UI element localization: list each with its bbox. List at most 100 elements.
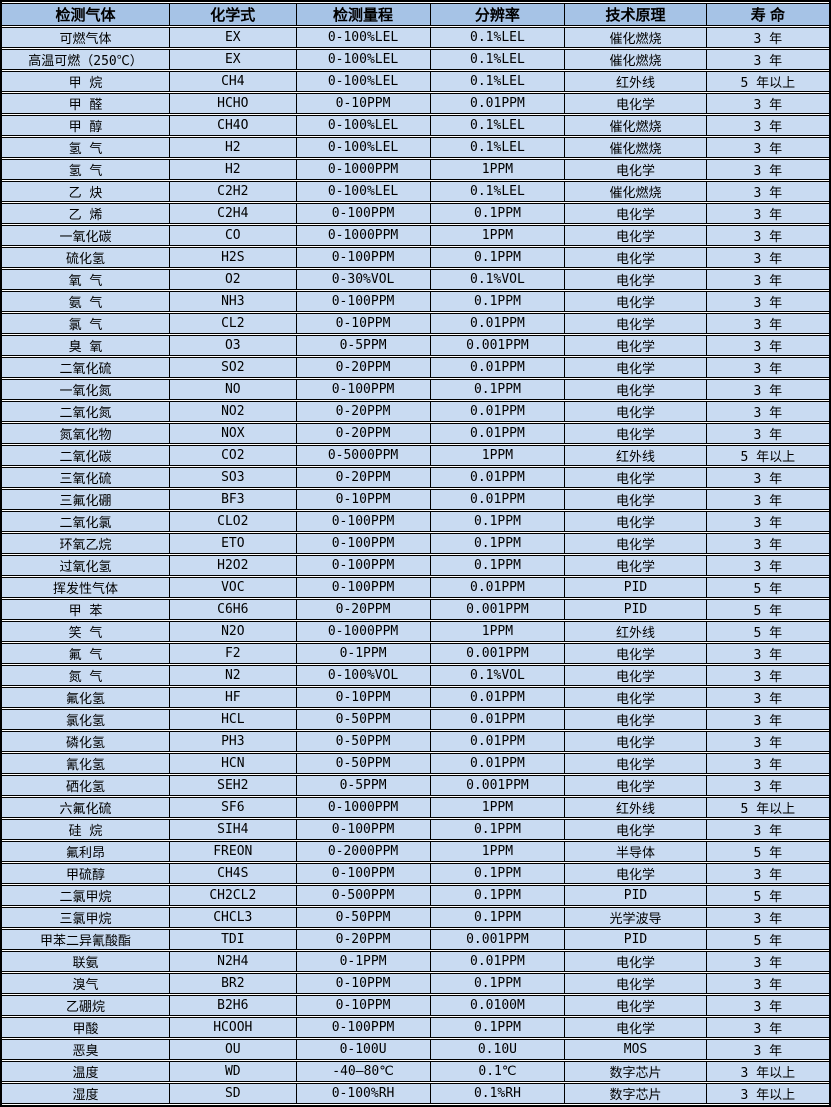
table-row: 甲 醛 HCHO 0-10PPM 0.01PPM 电化学 3 年 [2, 93, 829, 114]
table-row: 氮 气 N2 0-100%VOL 0.1%VOL 电化学 3 年 [2, 665, 829, 686]
cell-gas: 三氟化硼 [2, 489, 170, 510]
cell-resolution: 0.1PPM [429, 863, 565, 884]
cell-range: 0-20PPM [295, 929, 430, 950]
cell-gas: 温度 [2, 1061, 170, 1082]
cell-range: -40—80℃ [295, 1061, 430, 1082]
cell-formula: CO [169, 225, 296, 246]
cell-lifespan: 3 年 [705, 489, 829, 510]
cell-principle: MOS [564, 1039, 706, 1060]
cell-lifespan: 3 年 [705, 423, 829, 444]
cell-range: 0-10PPM [295, 687, 430, 708]
cell-resolution: 0.01PPM [429, 423, 565, 444]
cell-lifespan: 5 年以上 [705, 445, 829, 466]
cell-range: 0-10PPM [295, 995, 430, 1016]
cell-gas: 甲 苯 [2, 599, 170, 620]
table-row: 乙 炔 C2H2 0-100%LEL 0.1%LEL 催化燃烧 3 年 [2, 181, 829, 202]
table-row: 甲 醇 CH4O 0-100%LEL 0.1%LEL 催化燃烧 3 年 [2, 115, 829, 136]
cell-range: 0-100%LEL [295, 27, 430, 48]
table-row: 氨 气 NH3 0-100PPM 0.1PPM 电化学 3 年 [2, 291, 829, 312]
cell-formula: N2H4 [169, 951, 296, 972]
cell-gas: 氰化氢 [2, 753, 170, 774]
cell-range: 0-50PPM [295, 907, 430, 928]
cell-resolution: 0.1PPM [429, 907, 565, 928]
cell-lifespan: 3 年 [705, 115, 829, 136]
cell-formula: F2 [169, 643, 296, 664]
table-row: 二氧化硫 SO2 0-20PPM 0.01PPM 电化学 3 年 [2, 357, 829, 378]
cell-principle: 红外线 [564, 621, 706, 642]
table-row: 笑 气 N2O 0-1000PPM 1PPM 红外线 5 年 [2, 621, 829, 642]
cell-resolution: 1PPM [429, 621, 565, 642]
cell-range: 0-100%LEL [295, 181, 430, 202]
cell-gas: 硫化氢 [2, 247, 170, 268]
cell-principle: 电化学 [564, 203, 706, 224]
cell-formula: NOX [169, 423, 296, 444]
cell-principle: 半导体 [564, 841, 706, 862]
table-row: 挥发性气体 VOC 0-100PPM 0.01PPM PID 5 年 [2, 577, 829, 598]
cell-formula: CL2 [169, 313, 296, 334]
cell-lifespan: 3 年 [705, 291, 829, 312]
cell-resolution: 0.1PPM [429, 533, 565, 554]
cell-formula: H2S [169, 247, 296, 268]
cell-lifespan: 3 年 [705, 137, 829, 158]
cell-gas: 氢 气 [2, 137, 170, 158]
table-row: 过氧化氢 H2O2 0-100PPM 0.1PPM 电化学 3 年 [2, 555, 829, 576]
table-row: 甲硫醇 CH4S 0-100PPM 0.1PPM 电化学 3 年 [2, 863, 829, 884]
cell-lifespan: 3 年 [705, 247, 829, 268]
cell-resolution: 0.01PPM [429, 731, 565, 752]
cell-formula: EX [169, 27, 296, 48]
cell-resolution: 0.01PPM [429, 709, 565, 730]
table-row: 甲酸 HCOOH 0-100PPM 0.1PPM 电化学 3 年 [2, 1017, 829, 1038]
cell-lifespan: 3 年以上 [705, 1083, 829, 1104]
cell-resolution: 0.10U [429, 1039, 565, 1060]
cell-resolution: 0.001PPM [429, 929, 565, 950]
cell-resolution: 0.1PPM [429, 973, 565, 994]
cell-principle: PID [564, 577, 706, 598]
cell-principle: 电化学 [564, 467, 706, 488]
cell-range: 0-10PPM [295, 93, 430, 114]
column-header-formula: 化学式 [169, 3, 296, 26]
cell-lifespan: 3 年 [705, 731, 829, 752]
cell-formula: C2H4 [169, 203, 296, 224]
cell-lifespan: 3 年 [705, 753, 829, 774]
cell-principle: 数字芯片 [564, 1083, 706, 1104]
cell-gas: 湿度 [2, 1083, 170, 1104]
cell-resolution: 0.1PPM [429, 247, 565, 268]
cell-resolution: 0.1PPM [429, 203, 565, 224]
cell-formula: C6H6 [169, 599, 296, 620]
cell-resolution: 0.1%VOL [429, 269, 565, 290]
cell-principle: 电化学 [564, 335, 706, 356]
cell-gas: 可燃气体 [2, 27, 170, 48]
cell-formula: FREON [169, 841, 296, 862]
table-row: 恶臭 OU 0-100U 0.10U MOS 3 年 [2, 1039, 829, 1060]
cell-formula: PH3 [169, 731, 296, 752]
cell-range: 0-100%LEL [295, 71, 430, 92]
cell-resolution: 0.001PPM [429, 599, 565, 620]
cell-principle: 红外线 [564, 445, 706, 466]
cell-range: 0-100%LEL [295, 49, 430, 70]
cell-formula: VOC [169, 577, 296, 598]
cell-range: 0-50PPM [295, 731, 430, 752]
cell-gas: 氢 气 [2, 159, 170, 180]
cell-lifespan: 5 年以上 [705, 797, 829, 818]
cell-principle: 电化学 [564, 951, 706, 972]
cell-gas: 氮 气 [2, 665, 170, 686]
cell-principle: 电化学 [564, 753, 706, 774]
cell-formula: H2 [169, 137, 296, 158]
cell-principle: 电化学 [564, 995, 706, 1016]
cell-lifespan: 3 年 [705, 49, 829, 70]
cell-range: 0-10PPM [295, 313, 430, 334]
cell-resolution: 0.01PPM [429, 357, 565, 378]
cell-formula: H2 [169, 159, 296, 180]
cell-resolution: 0.1PPM [429, 379, 565, 400]
cell-principle: 电化学 [564, 555, 706, 576]
cell-range: 0-50PPM [295, 709, 430, 730]
cell-range: 0-5PPM [295, 335, 430, 356]
cell-range: 0-100PPM [295, 533, 430, 554]
cell-formula: SEH2 [169, 775, 296, 796]
cell-range: 0-1000PPM [295, 621, 430, 642]
cell-resolution: 0.001PPM [429, 775, 565, 796]
table-row: 乙硼烷 B2H6 0-10PPM 0.0100M 电化学 3 年 [2, 995, 829, 1016]
cell-gas: 一氧化氮 [2, 379, 170, 400]
cell-resolution: 0.001PPM [429, 335, 565, 356]
